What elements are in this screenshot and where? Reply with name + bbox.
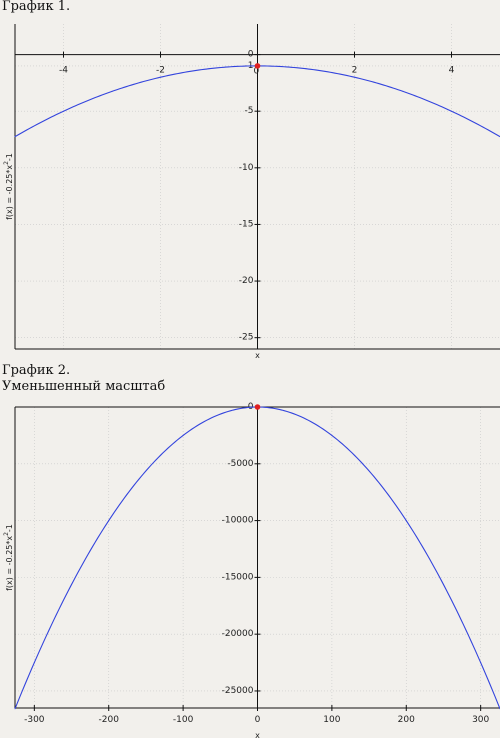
y-tick-label: -5 — [245, 106, 254, 116]
y-tick-label: -10000 — [222, 516, 254, 526]
x-tick-label: -200 — [99, 715, 120, 725]
y-tick-label: -25000 — [222, 686, 254, 696]
series-point — [160, 76, 161, 78]
series-point — [111, 90, 113, 92]
x-tick-label: 300 — [472, 715, 489, 725]
x-tick-label: 100 — [323, 715, 340, 725]
x-tick-label: -4 — [59, 66, 68, 76]
y-axis-title: f(x) = -0.25*x2-1 — [3, 153, 14, 220]
x-tick-label: -300 — [24, 715, 45, 725]
series-point — [305, 68, 307, 70]
vertex-point — [254, 404, 261, 410]
series-point — [108, 520, 110, 522]
chart-1-title: График 1. — [2, 0, 71, 14]
series-point — [331, 434, 333, 436]
x-tick-label: -100 — [173, 715, 194, 725]
y-tick-label: -10 — [239, 163, 254, 173]
y-tick-label: 0 — [248, 50, 254, 60]
y-tick-label: -15000 — [222, 572, 254, 582]
series-point — [402, 90, 404, 92]
series-point — [354, 76, 355, 78]
x-tick-label: 4 — [449, 66, 455, 76]
x-tick-label: 200 — [398, 715, 415, 725]
series-point — [14, 708, 16, 710]
chart-2-title: График 2. — [2, 363, 71, 378]
x-tick-label-zero: 0 — [254, 67, 260, 77]
y-axis-title: f(x) = -0.25*x2-1 — [3, 524, 14, 591]
x-tick-label: 2 — [352, 66, 358, 76]
y-tick-label: -20 — [239, 276, 254, 286]
series-point — [182, 434, 184, 436]
series-point — [480, 662, 482, 664]
series-point — [14, 136, 16, 138]
y-tick-label: -15 — [239, 219, 254, 229]
x-tick-label: -2 — [156, 66, 165, 76]
series-point — [33, 662, 35, 664]
y-tick-label: -25 — [239, 333, 254, 343]
chart-2-subtitle: Уменьшенный масштаб — [2, 379, 166, 394]
x-tick-label: 0 — [255, 715, 261, 725]
x-axis-title: x — [255, 351, 260, 360]
y-tick-label: -20000 — [222, 629, 254, 639]
y-tick-label: -5000 — [227, 459, 253, 469]
series-point — [451, 110, 452, 112]
series-point — [405, 520, 407, 522]
vertex-point — [254, 63, 261, 69]
series-point — [63, 110, 64, 112]
x-axis-title: x — [255, 731, 260, 738]
series-point — [208, 68, 210, 70]
